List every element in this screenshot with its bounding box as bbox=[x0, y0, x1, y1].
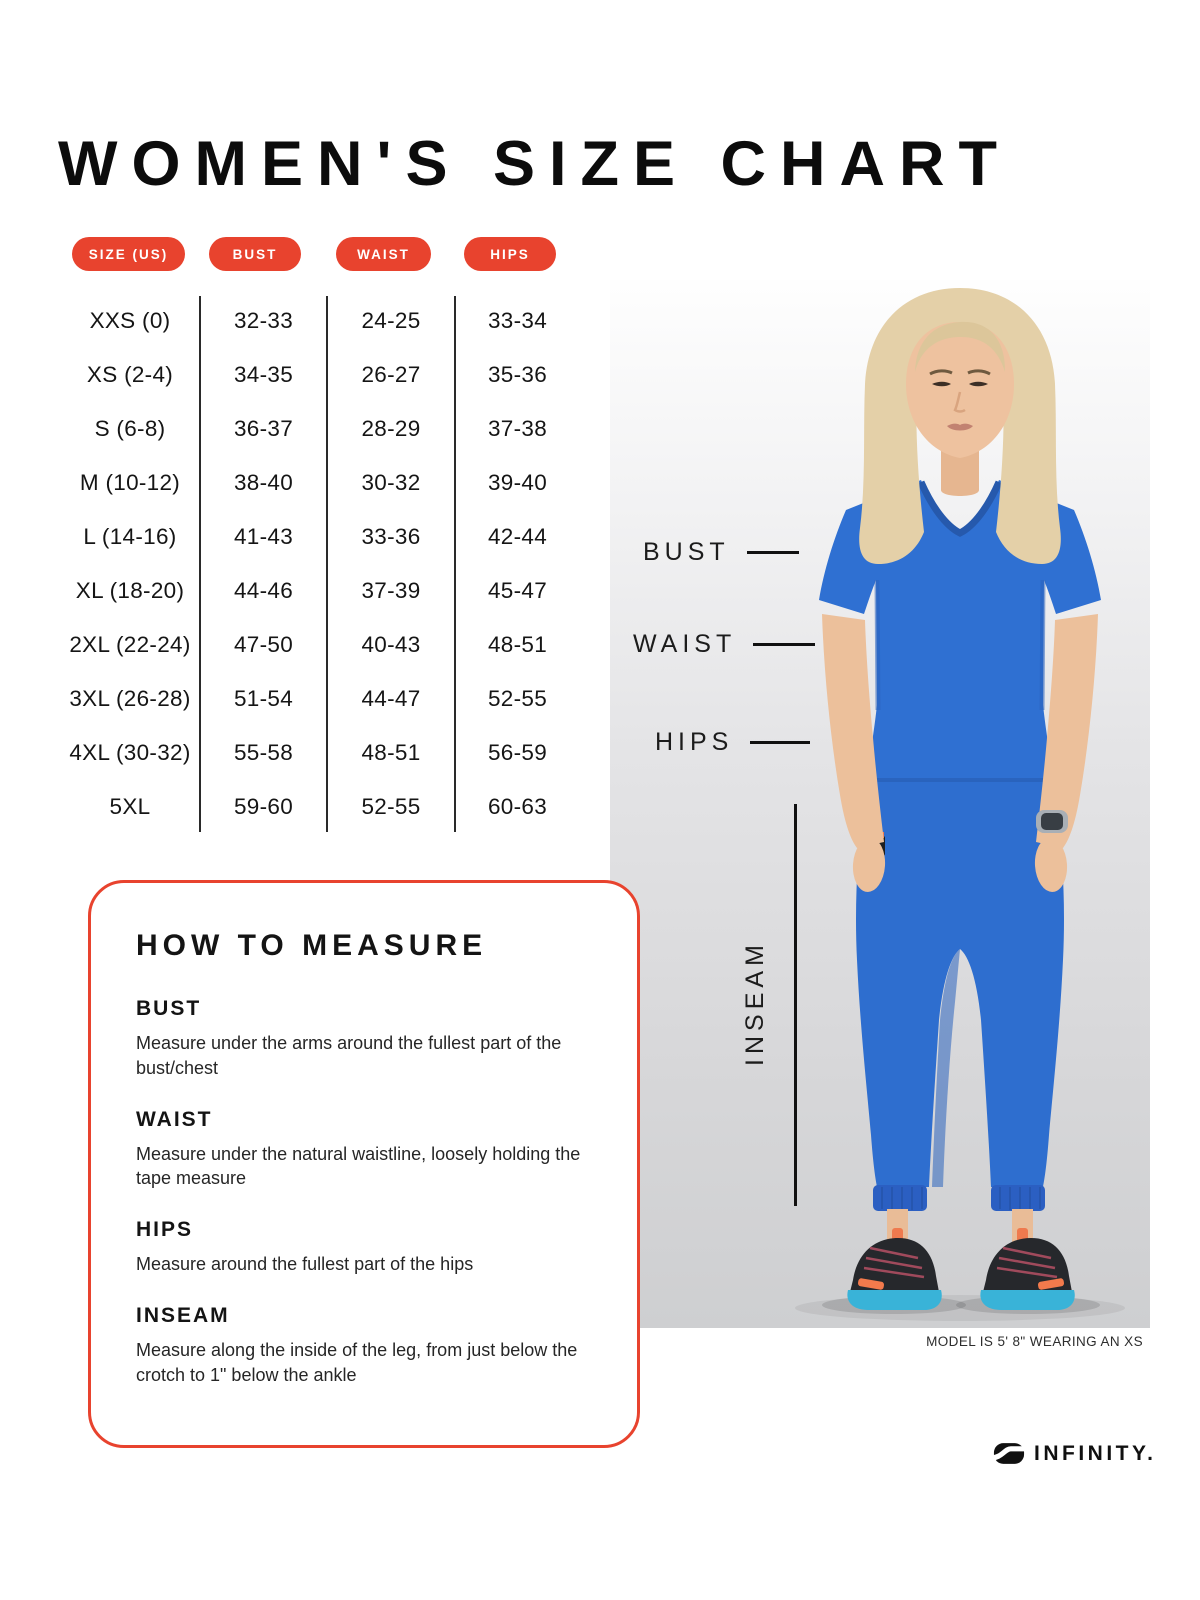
waist-annotation: WAIST bbox=[633, 630, 816, 659]
waist-cell: 30-32 bbox=[361, 470, 421, 495]
model-photo: BUST WAIST HIPS INSEAM bbox=[610, 280, 1150, 1328]
table-row: 5XL 59-60 52-55 60-63 bbox=[60, 780, 580, 834]
hips-cell: 48-51 bbox=[487, 632, 548, 657]
table-row: XL (18-20) 44-46 37-39 45-47 bbox=[60, 564, 580, 618]
waist-cell: 52-55 bbox=[361, 794, 421, 819]
size-cell: L (14-16) bbox=[83, 524, 177, 549]
waist-cell: 40-43 bbox=[361, 632, 421, 657]
waist-cell: 24-25 bbox=[361, 308, 421, 333]
measure-section-text: Measure under the natural waistline, loo… bbox=[136, 1143, 581, 1189]
size-cell: S (6-8) bbox=[94, 416, 166, 441]
measure-section-text: Measure under the arms around the fulles… bbox=[136, 1033, 562, 1078]
waist-cell: 28-29 bbox=[361, 416, 421, 441]
column-header-waist: WAIST bbox=[336, 237, 431, 271]
inseam-pointer-line bbox=[794, 804, 797, 1206]
waist-pointer-line bbox=[753, 643, 816, 646]
size-cell: XL (18-20) bbox=[75, 578, 185, 603]
table-divider bbox=[326, 296, 328, 832]
waist-cell: 44-47 bbox=[361, 686, 421, 711]
table-divider bbox=[454, 296, 456, 832]
measure-section-label: INSEAM bbox=[136, 1304, 230, 1328]
waist-cell: 48-51 bbox=[361, 740, 421, 765]
measure-section-label: HIPS bbox=[136, 1218, 194, 1242]
hips-cell: 52-55 bbox=[487, 686, 548, 711]
size-cell: 4XL (30-32) bbox=[69, 740, 191, 765]
size-cell: XXS (0) bbox=[89, 308, 171, 333]
size-table: XXS (0) 32-33 24-25 33-34 XS (2-4) 34-35… bbox=[60, 294, 580, 834]
measure-section-hips: HIPS Measure around the fullest part of … bbox=[136, 1218, 587, 1277]
brand-logo: INFINITY. bbox=[993, 1441, 1157, 1466]
table-row: L (14-16) 41-43 33-36 42-44 bbox=[60, 510, 580, 564]
waist-cell: 26-27 bbox=[361, 362, 421, 387]
column-header-hips: HIPS bbox=[464, 237, 556, 271]
hips-pointer-line bbox=[750, 741, 811, 744]
bust-cell: 41-43 bbox=[233, 524, 294, 549]
table-divider bbox=[199, 296, 201, 832]
size-cell: 5XL bbox=[109, 794, 151, 819]
table-row: 3XL (26-28) 51-54 44-47 52-55 bbox=[60, 672, 580, 726]
bust-cell: 55-58 bbox=[233, 740, 294, 765]
table-row: M (10-12) 38-40 30-32 39-40 bbox=[60, 456, 580, 510]
size-cell: XS (2-4) bbox=[86, 362, 174, 387]
bust-cell: 59-60 bbox=[233, 794, 294, 819]
waist-cell: 37-39 bbox=[361, 578, 421, 603]
bust-cell: 51-54 bbox=[233, 686, 294, 711]
hips-cell: 37-38 bbox=[487, 416, 548, 441]
column-header-size: SIZE (US) bbox=[72, 237, 185, 271]
bust-cell: 44-46 bbox=[233, 578, 294, 603]
measure-section-bust: BUST Measure under the arms around the f… bbox=[136, 997, 587, 1081]
page-title: WOMEN'S SIZE CHART bbox=[58, 129, 1011, 200]
bust-cell: 47-50 bbox=[233, 632, 294, 657]
inseam-annotation-label: INSEAM bbox=[740, 940, 769, 1066]
hips-annotation: HIPS bbox=[655, 728, 811, 757]
measure-section-text: Measure around the fullest part of the h… bbox=[136, 1254, 474, 1275]
measure-section-inseam: INSEAM Measure along the inside of the l… bbox=[136, 1304, 587, 1388]
infinity-icon bbox=[993, 1443, 1025, 1464]
measure-section-waist: WAIST Measure under the natural waistlin… bbox=[136, 1108, 587, 1192]
table-row: 2XL (22-24) 47-50 40-43 48-51 bbox=[60, 618, 580, 672]
column-header-bust: BUST bbox=[209, 237, 301, 271]
brand-name: INFINITY. bbox=[1034, 1441, 1157, 1465]
size-cell: 3XL (26-28) bbox=[69, 686, 191, 711]
table-row: XS (2-4) 34-35 26-27 35-36 bbox=[60, 348, 580, 402]
bust-annotation-label: BUST bbox=[643, 538, 730, 566]
bust-cell: 36-37 bbox=[233, 416, 294, 441]
hips-cell: 33-34 bbox=[487, 308, 548, 333]
measure-section-text: Measure along the inside of the leg, fro… bbox=[136, 1340, 578, 1385]
bust-cell: 38-40 bbox=[233, 470, 294, 495]
hips-cell: 45-47 bbox=[487, 578, 548, 603]
bust-pointer-line bbox=[746, 551, 799, 554]
model-caption: MODEL IS 5' 8" WEARING AN XS bbox=[926, 1334, 1143, 1349]
bust-annotation: BUST bbox=[643, 538, 799, 567]
hips-cell: 39-40 bbox=[487, 470, 548, 495]
hips-cell: 42-44 bbox=[487, 524, 548, 549]
hips-annotation-label: HIPS bbox=[655, 728, 734, 756]
table-row: XXS (0) 32-33 24-25 33-34 bbox=[60, 294, 580, 348]
hips-cell: 56-59 bbox=[487, 740, 548, 765]
size-cell: M (10-12) bbox=[79, 470, 181, 495]
how-to-measure-box: HOW TO MEASURE BUST Measure under the ar… bbox=[88, 880, 640, 1448]
hips-cell: 35-36 bbox=[487, 362, 548, 387]
bust-cell: 34-35 bbox=[233, 362, 294, 387]
waist-cell: 33-36 bbox=[361, 524, 421, 549]
table-row: S (6-8) 36-37 28-29 37-38 bbox=[60, 402, 580, 456]
measure-section-label: BUST bbox=[136, 997, 202, 1020]
table-row: 4XL (30-32) 55-58 48-51 56-59 bbox=[60, 726, 580, 780]
measure-section-label: WAIST bbox=[136, 1107, 213, 1131]
size-cell: 2XL (22-24) bbox=[69, 632, 191, 657]
waist-annotation-label: WAIST bbox=[633, 630, 737, 658]
how-to-measure-title: HOW TO MEASURE bbox=[136, 929, 488, 962]
model-illustration bbox=[795, 288, 1125, 1321]
bust-cell: 32-33 bbox=[233, 308, 294, 333]
hips-cell: 60-63 bbox=[487, 794, 548, 819]
